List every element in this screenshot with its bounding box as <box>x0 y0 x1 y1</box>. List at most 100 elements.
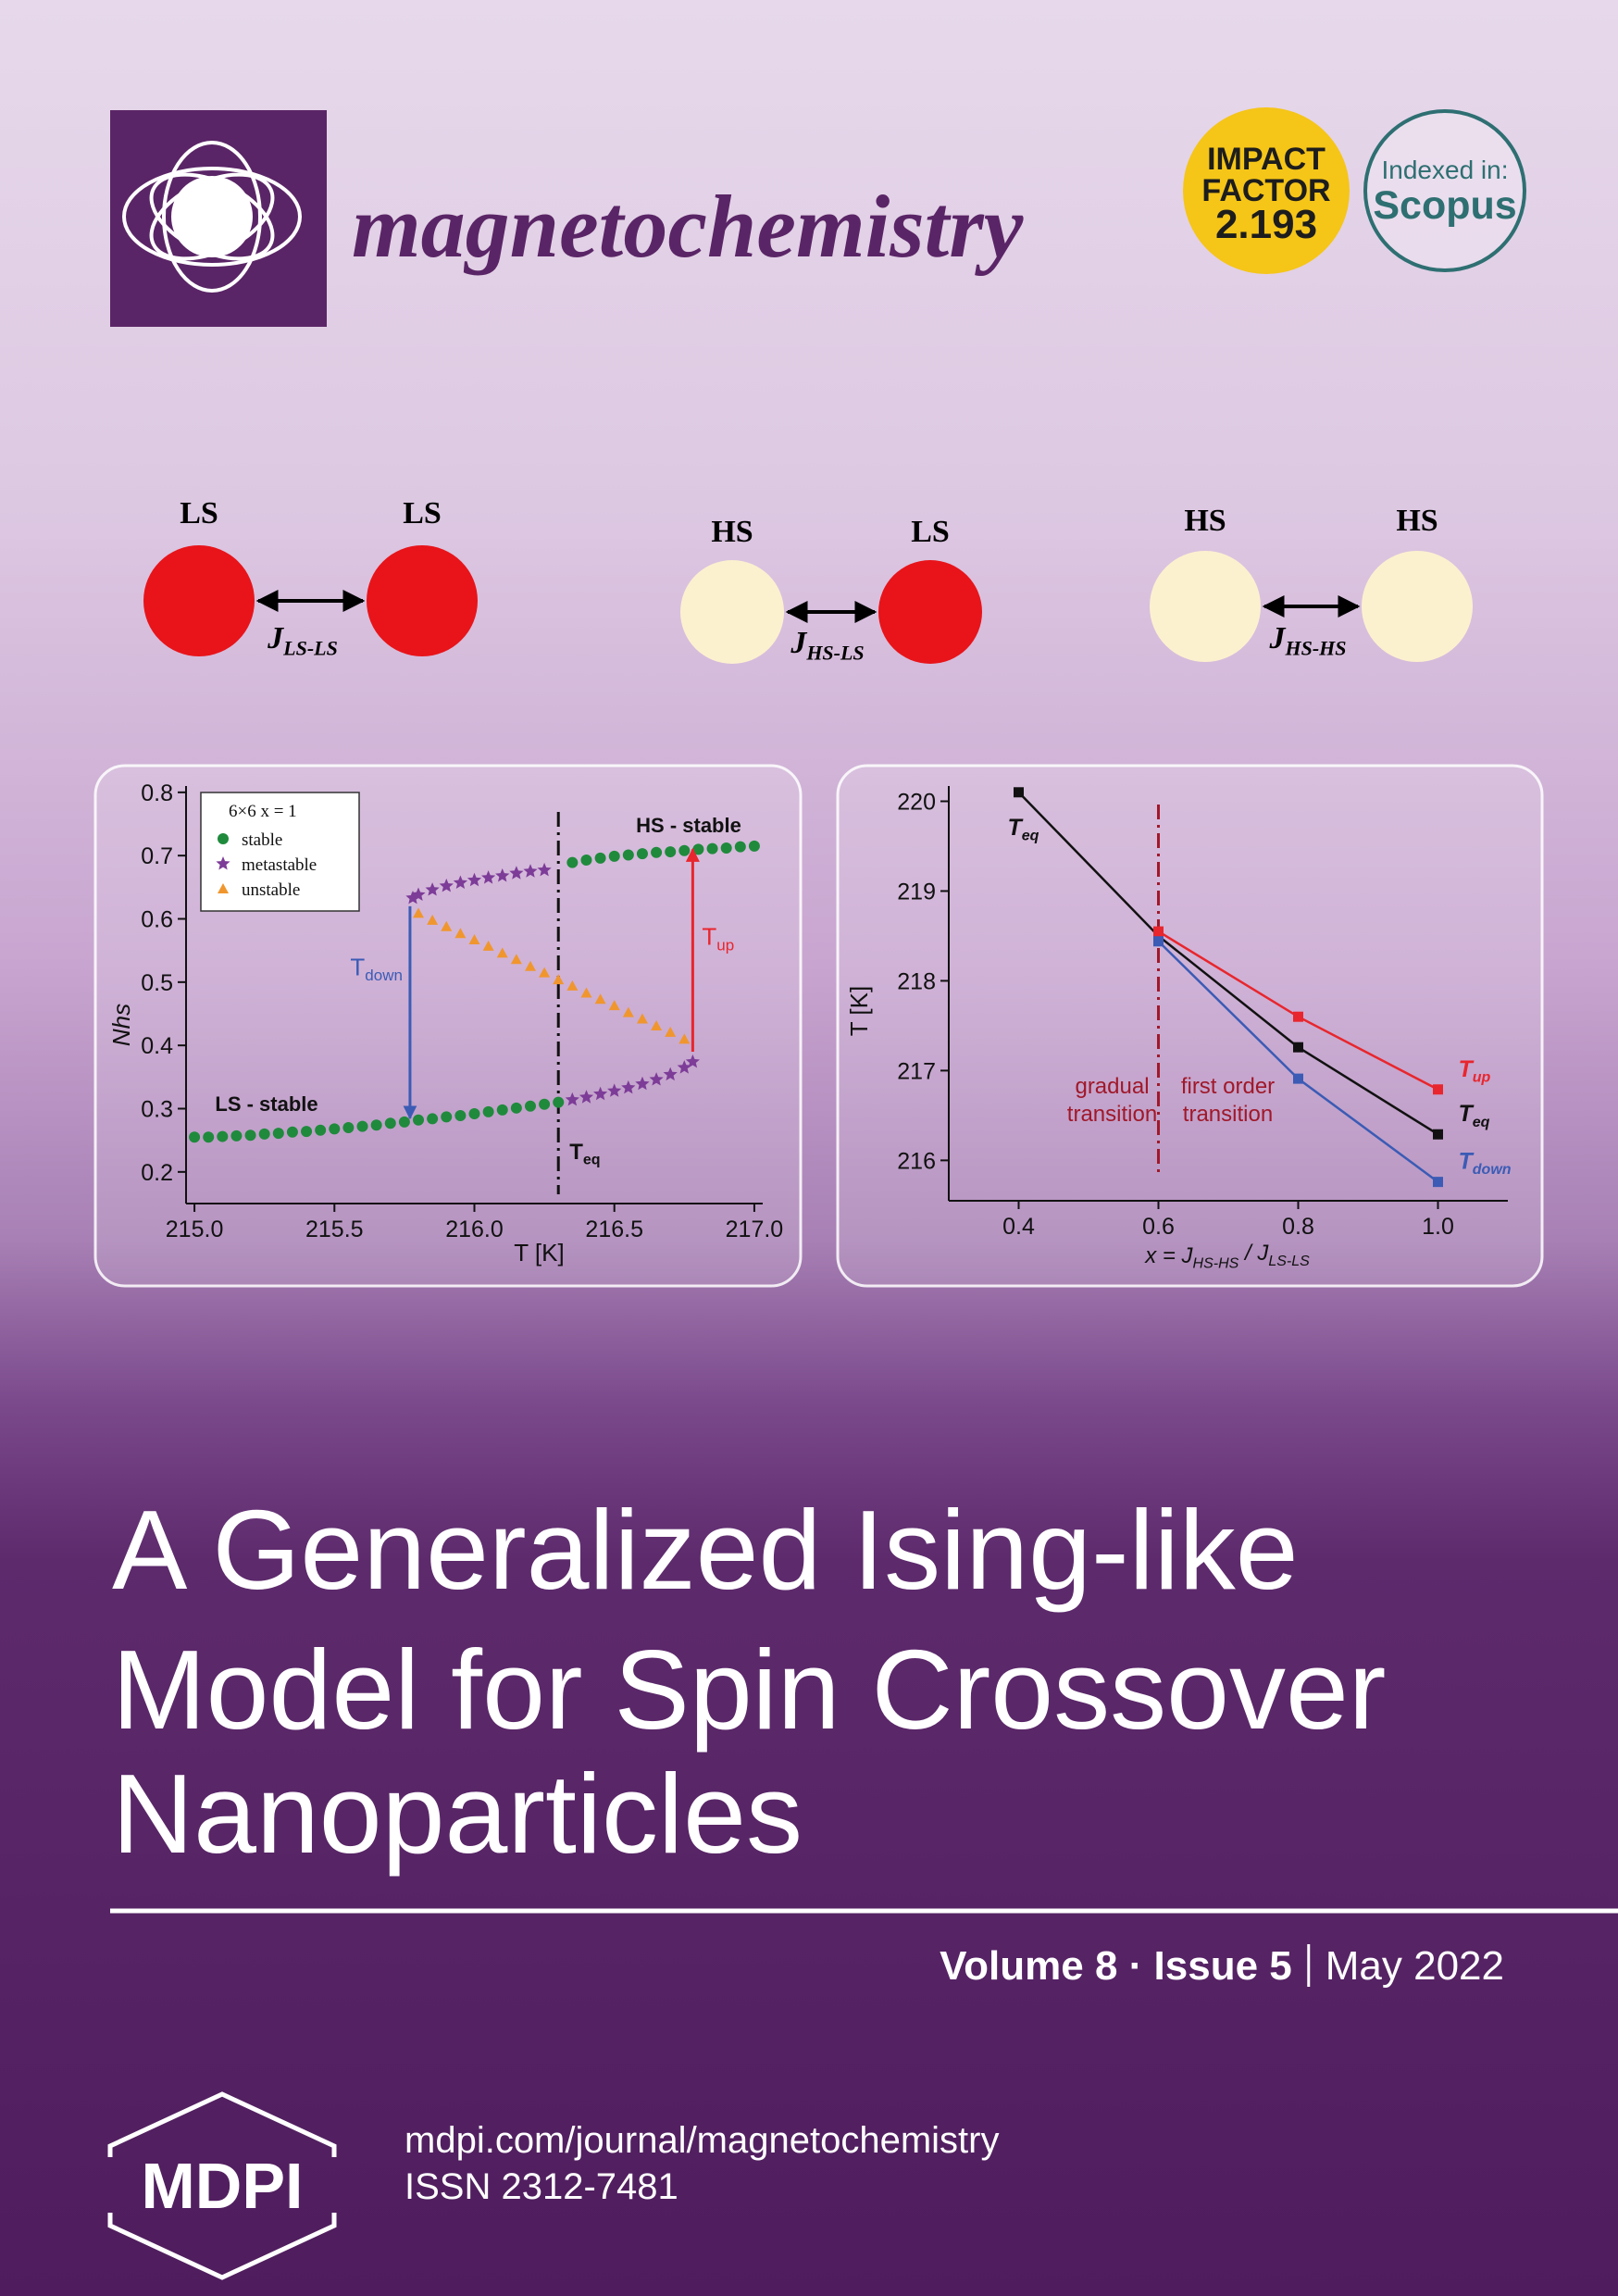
spin-site <box>143 545 255 656</box>
data-point <box>622 1006 634 1017</box>
data-point <box>607 1083 622 1097</box>
regime-label: transition <box>1183 1102 1273 1127</box>
data-point <box>454 1110 467 1122</box>
data-point <box>495 868 510 882</box>
teq-label-sub: eq <box>583 1153 601 1168</box>
scopus-badge <box>1363 109 1526 272</box>
y-tick-label: 0.3 <box>141 1097 173 1123</box>
data-point <box>230 1129 243 1142</box>
data-point <box>189 1131 201 1143</box>
data-point <box>594 852 606 864</box>
y-axis-label: Nhs <box>107 1004 135 1046</box>
legend-marker <box>218 883 229 893</box>
transition-label-main: T <box>702 923 716 951</box>
data-point <box>635 1076 650 1091</box>
coupling-label: JLS-LS <box>267 621 338 660</box>
data-point <box>203 1131 215 1143</box>
data-point <box>594 993 606 1004</box>
cover-title: Nanoparticles <box>112 1751 803 1877</box>
issn: ISSN 2312-7481 <box>404 2166 678 2207</box>
y-tick-label: 220 <box>897 789 936 815</box>
series-label-main: T <box>1459 1101 1475 1127</box>
data-point <box>579 1090 594 1104</box>
spin-site <box>878 560 982 664</box>
x-axis-label-part: x = J <box>1144 1243 1193 1268</box>
data-point <box>677 1060 691 1074</box>
data-point <box>439 879 454 892</box>
data-point <box>272 1128 284 1140</box>
teq-label-main: T <box>569 1140 583 1165</box>
data-point <box>649 1072 664 1086</box>
data-point <box>413 907 425 918</box>
data-point <box>1153 936 1164 947</box>
data-point <box>425 882 440 896</box>
y-tick-label: 0.6 <box>141 907 173 933</box>
data-point <box>678 844 691 856</box>
series-label-sub: eq <box>1022 828 1039 843</box>
data-point <box>692 843 704 855</box>
x-tick-label: 216.5 <box>585 1217 643 1242</box>
data-point <box>454 928 467 939</box>
data-point <box>398 1116 410 1128</box>
data-point <box>580 854 592 866</box>
y-tick-label: 218 <box>897 968 936 994</box>
y-tick-label: 0.7 <box>141 843 173 869</box>
data-point <box>566 980 579 991</box>
y-tick-label: 219 <box>897 879 936 905</box>
data-point <box>342 1122 355 1133</box>
data-point <box>496 1104 508 1116</box>
data-point <box>481 870 496 884</box>
data-point <box>217 1130 229 1142</box>
data-point <box>734 841 746 853</box>
data-point <box>370 1119 382 1131</box>
transition-label-sub: up <box>716 937 734 955</box>
data-point <box>621 1080 636 1094</box>
data-point <box>636 848 648 860</box>
data-point <box>427 914 439 925</box>
y-tick-label: 217 <box>897 1058 936 1084</box>
coupling-label-sub: LS-LS <box>282 637 338 660</box>
coupling-label: JHS-HS <box>1268 621 1346 660</box>
legend-title: 6×6 x = 1 <box>229 802 297 821</box>
legend-marker <box>218 833 229 844</box>
x-tick-label: 217.0 <box>726 1217 784 1242</box>
regime-label: first order <box>1181 1074 1275 1099</box>
cover-title: A Generalized Ising-like <box>112 1487 1299 1613</box>
data-point <box>411 887 426 901</box>
data-point <box>524 1100 536 1112</box>
data-point <box>427 1113 439 1125</box>
regime-label: gradual <box>1075 1074 1149 1099</box>
series-label: Teq <box>1459 1101 1490 1130</box>
data-point <box>1293 1042 1303 1053</box>
data-point <box>539 1098 551 1110</box>
coupling-label-sub: HS-HS <box>1284 637 1346 660</box>
data-point <box>384 1117 396 1129</box>
data-point <box>608 1000 620 1011</box>
data-point <box>665 1026 677 1037</box>
data-point <box>286 1126 298 1138</box>
data-point <box>509 866 524 880</box>
series-label-main: T <box>1459 1149 1475 1175</box>
data-point <box>468 1107 480 1119</box>
data-point <box>1433 1129 1443 1140</box>
data-point <box>593 1086 608 1101</box>
data-point <box>482 940 494 951</box>
series-label-sub: eq <box>1473 1115 1490 1130</box>
data-point <box>524 960 536 971</box>
coupling-label-sub: HS-LS <box>805 642 864 665</box>
x-axis-label-part: LS-LS <box>1268 1254 1310 1269</box>
x-tick-label: 0.8 <box>1282 1214 1314 1240</box>
data-point <box>453 875 467 889</box>
data-point <box>1293 1011 1303 1022</box>
data-point <box>1153 926 1164 937</box>
x-axis-label-part: / J <box>1238 1241 1269 1266</box>
transition-label: Tup <box>702 923 734 955</box>
impact-value: 2.193 <box>1215 202 1317 247</box>
x-tick-label: 215.5 <box>305 1217 364 1242</box>
data-point <box>413 1114 425 1126</box>
y-tick-label: 0.5 <box>141 970 173 996</box>
data-point <box>1433 1177 1443 1188</box>
data-point <box>441 1111 453 1123</box>
spin-state-label: HS <box>1396 504 1438 538</box>
